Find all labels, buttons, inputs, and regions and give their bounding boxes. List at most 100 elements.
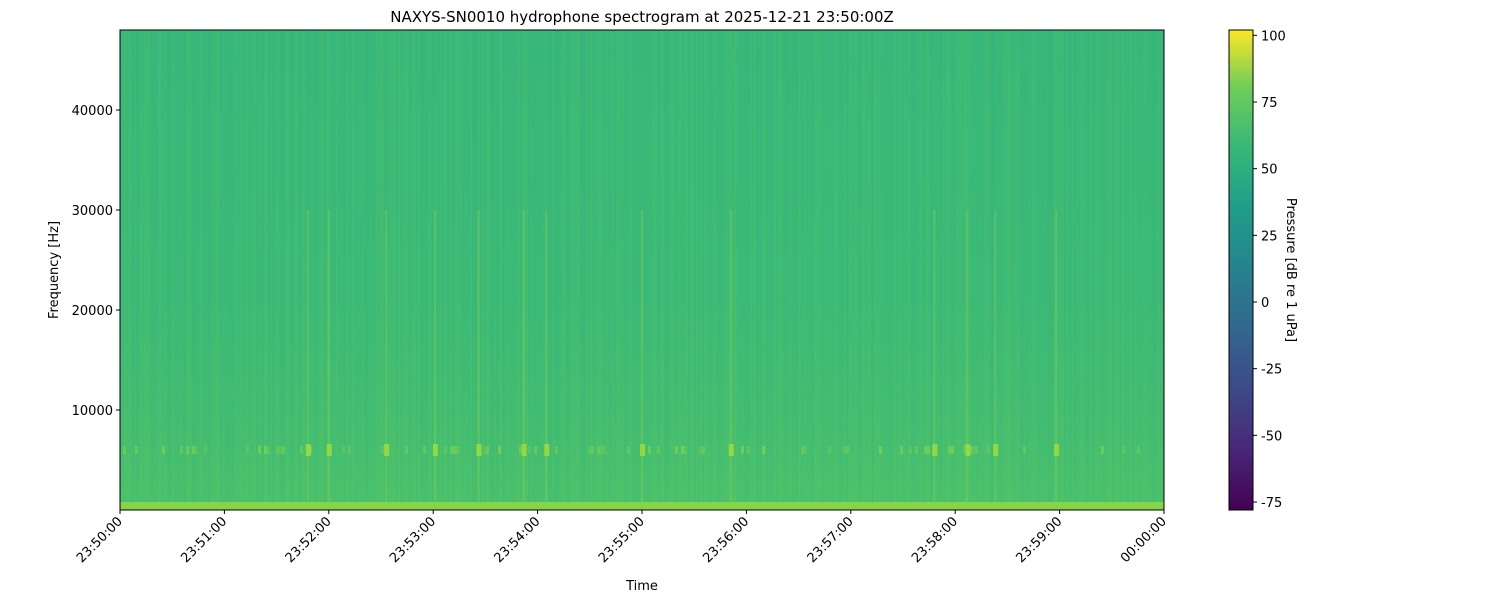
noise-column: [560, 30, 562, 510]
noise-column: [198, 30, 200, 510]
noise-column: [182, 30, 184, 510]
noise-column: [800, 30, 802, 510]
noise-column: [900, 30, 902, 510]
noise-column: [1060, 30, 1062, 510]
noise-column: [988, 30, 990, 510]
noise-column: [1138, 30, 1140, 510]
noise-column: [512, 30, 514, 510]
tonal-band-cell: [699, 446, 702, 454]
noise-column: [306, 30, 308, 510]
noise-column: [430, 30, 432, 510]
noise-column: [916, 30, 918, 510]
tonal-band-cell: [600, 446, 603, 454]
noise-column: [234, 30, 236, 510]
noise-column: [744, 30, 746, 510]
noise-column: [730, 30, 732, 510]
noise-column: [668, 30, 670, 510]
noise-column: [1020, 30, 1022, 510]
noise-column: [646, 30, 648, 510]
noise-column: [296, 30, 298, 510]
noise-column: [832, 30, 834, 510]
tonal-band-cell: [444, 446, 447, 454]
noise-column: [1152, 30, 1154, 510]
noise-column: [136, 30, 138, 510]
noise-column: [446, 30, 448, 510]
colorbar-tick-label: -75: [1261, 496, 1282, 511]
noise-column: [302, 30, 304, 510]
noise-column: [222, 30, 224, 510]
noise-column: [1002, 30, 1004, 510]
noise-column: [716, 30, 718, 510]
noise-column: [460, 30, 462, 510]
noise-column: [168, 30, 170, 510]
noise-column: [946, 30, 948, 510]
tonal-band-cell: [747, 446, 750, 454]
transient-tonal-peak: [305, 444, 311, 456]
noise-column: [542, 30, 544, 510]
noise-column: [1134, 30, 1136, 510]
noise-column: [156, 30, 158, 510]
x-tick-label: 23:52:00: [283, 514, 335, 566]
noise-column: [1158, 30, 1160, 510]
tonal-band-cell: [192, 446, 195, 454]
noise-column: [764, 30, 766, 510]
noise-column: [390, 30, 392, 510]
noise-column: [1036, 30, 1038, 510]
noise-column: [772, 30, 774, 510]
noise-column: [956, 30, 958, 510]
noise-column: [1120, 30, 1122, 510]
noise-column: [518, 30, 520, 510]
noise-column: [780, 30, 782, 510]
noise-column: [700, 30, 702, 510]
noise-column: [642, 30, 644, 510]
noise-column: [938, 30, 940, 510]
transient-event: [477, 210, 480, 510]
noise-column: [662, 30, 664, 510]
noise-column: [206, 30, 208, 510]
transient-tonal-peak: [993, 444, 999, 456]
tonal-band-cell: [591, 446, 594, 454]
noise-column: [232, 30, 234, 510]
noise-column: [1140, 30, 1142, 510]
noise-column: [894, 30, 896, 510]
noise-column: [754, 30, 756, 510]
tonal-band-cell: [1137, 446, 1140, 454]
noise-column: [748, 30, 750, 510]
noise-column: [248, 30, 250, 510]
noise-column: [808, 30, 810, 510]
transient-event: [545, 210, 548, 510]
tonal-band-cell: [972, 446, 975, 454]
noise-column: [1066, 30, 1068, 510]
noise-column: [1024, 30, 1026, 510]
noise-column: [850, 30, 852, 510]
noise-column: [504, 30, 506, 510]
noise-column: [444, 30, 446, 510]
noise-column: [1044, 30, 1046, 510]
tonal-band-cell: [423, 446, 426, 454]
noise-column: [344, 30, 346, 510]
noise-column: [502, 30, 504, 510]
tonal-band-cell: [804, 446, 807, 454]
colorbar-tick-label: 50: [1261, 163, 1278, 178]
noise-column: [620, 30, 622, 510]
noise-column: [856, 30, 858, 510]
noise-column: [968, 30, 970, 510]
noise-column: [540, 30, 542, 510]
x-tick-label: 23:59:00: [1014, 514, 1066, 566]
noise-column: [930, 30, 932, 510]
tonal-band-cell: [987, 446, 990, 454]
tonal-band-cell: [951, 446, 954, 454]
noise-column: [418, 30, 420, 510]
noise-column: [980, 30, 982, 510]
noise-column: [210, 30, 212, 510]
noise-column: [1008, 30, 1010, 510]
noise-column: [1132, 30, 1134, 510]
noise-column: [290, 30, 292, 510]
noise-column: [1104, 30, 1106, 510]
noise-column: [994, 30, 996, 510]
x-tick-label: 23:51:00: [178, 514, 230, 566]
noise-column: [556, 30, 558, 510]
noise-column: [282, 30, 284, 510]
noise-column: [304, 30, 306, 510]
